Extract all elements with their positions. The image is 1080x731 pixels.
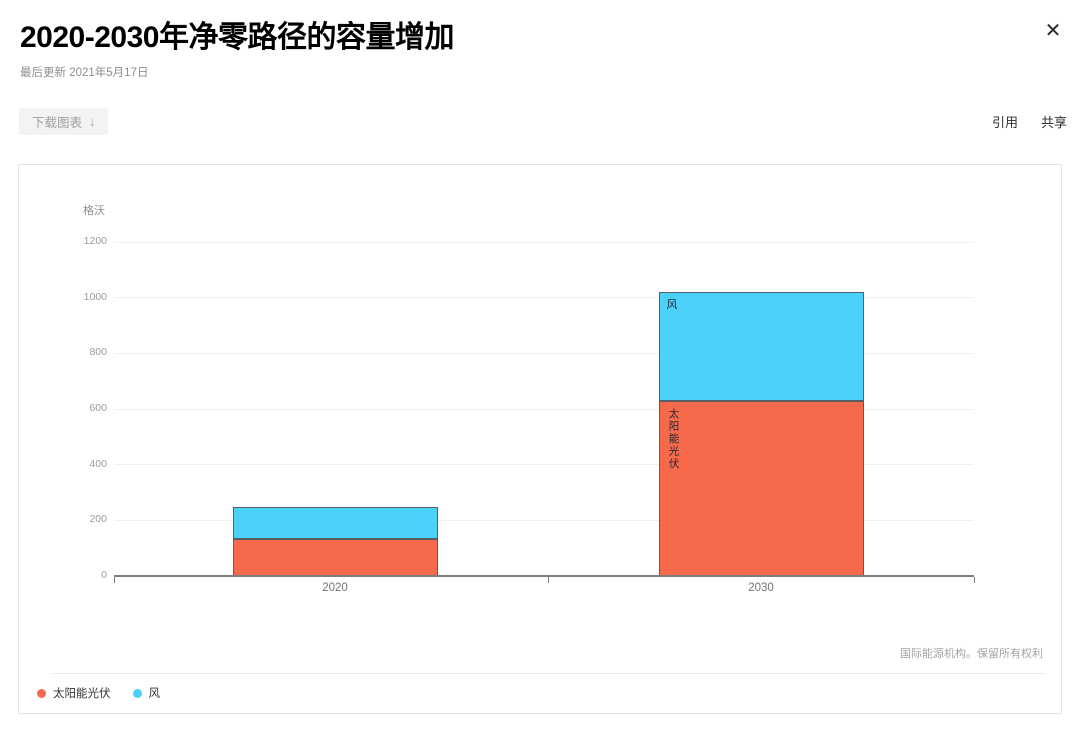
download-chart-button[interactable]: 下载图表 ↓ (19, 108, 109, 135)
x-axis-tick (548, 577, 549, 583)
gridline (114, 297, 974, 299)
chart-card: 格沃 0 200 400 600 800 1000 1200 2020 2030 风太阳能光伏 国… (18, 164, 1062, 714)
y-axis-unit-label: 格沃 (83, 205, 105, 217)
gridline (114, 408, 974, 410)
legend-divider (52, 673, 1045, 674)
x-tick-label: 2020 (322, 582, 348, 594)
download-arrow-icon: ↓ (89, 114, 96, 129)
legend-swatch-icon (37, 688, 46, 698)
chart-plot-area: 0 200 400 600 800 1000 1200 2020 2030 风太阳能光伏 (19, 165, 1061, 713)
bar-segment-太阳能光伏-2020[interactable] (232, 538, 438, 576)
x-axis-tick (974, 577, 975, 583)
gridline (114, 464, 974, 466)
source-attribution: 国际能源机构。保留所有权利 (900, 648, 1043, 660)
y-tick-label: 600 (89, 402, 107, 414)
y-tick-label: 0 (101, 569, 107, 581)
bar-segment-风-2020[interactable] (232, 506, 438, 539)
gridline (114, 519, 974, 521)
gridline (114, 241, 974, 243)
gridline (114, 352, 974, 354)
x-axis-line (114, 575, 974, 577)
bar-annotation: 风 (666, 299, 678, 312)
download-chart-label: 下载图表 (32, 116, 83, 130)
bar-segment-风-2030[interactable] (658, 292, 864, 401)
chart-legend: 太阳能光伏 风 (37, 681, 160, 705)
legend-item-风[interactable]: 风 (132, 685, 161, 701)
y-tick-label: 200 (89, 513, 107, 526)
legend-label: 太阳能光伏 (53, 688, 111, 700)
last-updated-label: 最后更新 2021年5月17日 (20, 67, 149, 79)
cite-link[interactable]: 引用 (991, 115, 1018, 130)
share-link[interactable]: 共享 (1040, 115, 1067, 130)
y-tick-label: 400 (89, 457, 107, 470)
legend-item-太阳能光伏[interactable]: 太阳能光伏 (37, 685, 111, 701)
bar-annotation: 太阳能光伏 (667, 407, 680, 471)
legend-label: 风 (148, 688, 161, 700)
x-tick-label: 2030 (748, 582, 774, 594)
bar-segment-太阳能光伏-2030[interactable] (658, 400, 864, 576)
y-tick-label: 1000 (83, 290, 107, 303)
y-tick-label: 1200 (83, 235, 107, 247)
legend-swatch-icon (132, 688, 142, 698)
close-icon[interactable]: ✕ (1038, 16, 1068, 46)
chart-actions: 引用 共享 (992, 112, 1067, 131)
x-axis-tick (114, 577, 115, 583)
page-title: 2020-2030年净零路径的容量增加 (20, 21, 454, 54)
y-tick-label: 800 (89, 346, 107, 359)
